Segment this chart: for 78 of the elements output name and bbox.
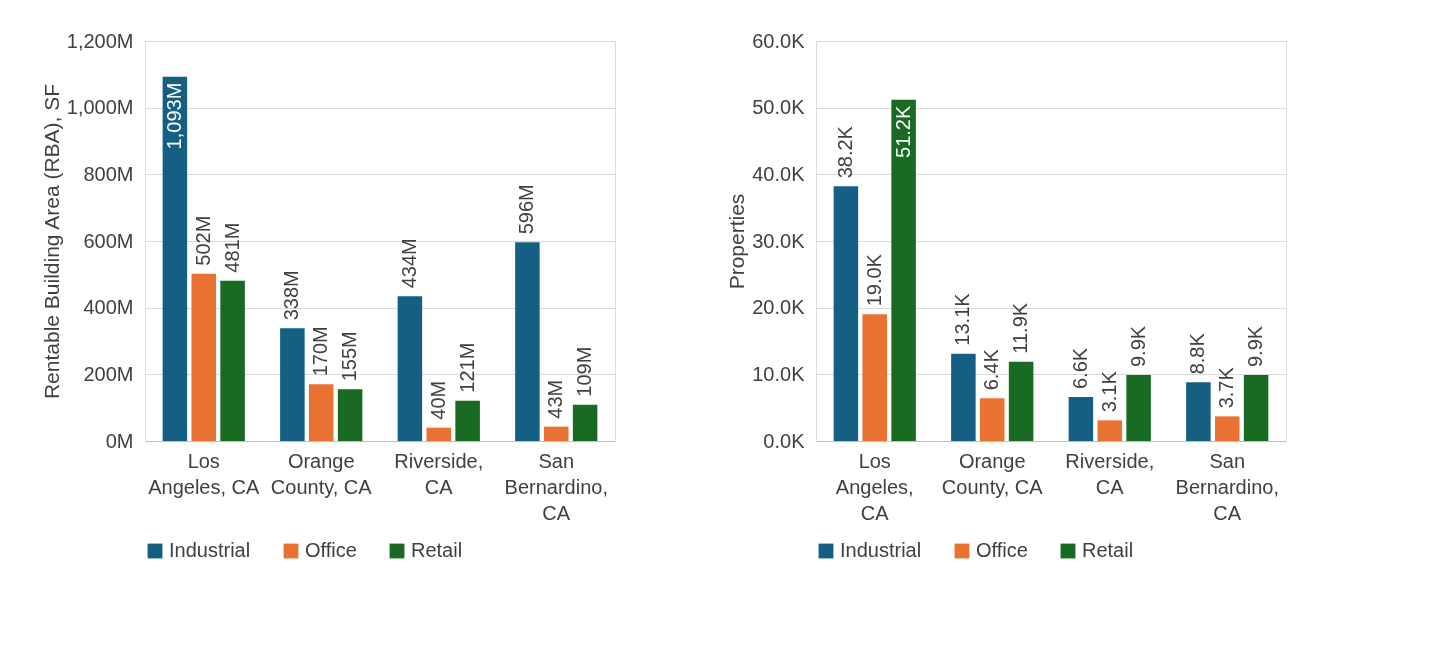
bar	[572, 404, 598, 441]
bar	[1097, 420, 1123, 441]
data-label: 502M	[191, 215, 214, 266]
y-axis-title: Properties	[725, 193, 749, 290]
y-tick-label: 10.0K	[752, 362, 806, 385]
x-tick-label: Riverside, CA	[394, 449, 484, 498]
data-label: 109M	[573, 346, 596, 397]
legend-label: Retail	[411, 539, 463, 561]
bar	[191, 273, 217, 441]
data-label: 338M	[280, 270, 303, 321]
bar	[862, 314, 888, 441]
legend-label: Industrial	[840, 539, 922, 561]
x-tick-label: Orange County, CA	[941, 449, 1044, 498]
data-label: 9.9K	[1244, 325, 1267, 367]
bar	[1126, 375, 1151, 441]
y-tick-label: 50.0K	[752, 96, 806, 119]
y-tick-label: 40.0K	[752, 162, 806, 185]
data-label: 1,093M	[162, 82, 185, 150]
data-label: 11.9K	[1009, 302, 1032, 354]
data-label: 43M	[544, 379, 567, 419]
data-label: 9.9K	[1126, 325, 1149, 367]
y-tick-label: 0M	[105, 429, 134, 452]
bar	[397, 296, 423, 441]
data-label: 6.6K	[1068, 347, 1091, 389]
bar	[1214, 416, 1240, 441]
bar	[280, 328, 305, 441]
x-tick-label: San Bernardino, CA	[1175, 449, 1279, 524]
data-label: 170M	[309, 326, 332, 377]
data-label: 434M	[397, 238, 420, 289]
data-label: 3.1K	[1097, 370, 1120, 413]
bar	[1243, 375, 1269, 441]
bar	[951, 353, 976, 441]
y-tick-label: 200M	[83, 362, 134, 385]
data-label: 6.4K	[980, 348, 1003, 391]
x-tick-label: Los Angeles, CA	[148, 449, 260, 498]
x-tick-label: Los Angeles, CA	[835, 449, 914, 524]
data-label: 19.0K	[862, 253, 885, 307]
bar	[1186, 382, 1211, 441]
x-tick-label: Orange County, CA	[270, 449, 373, 498]
bar	[979, 398, 1005, 441]
y-tick-label: 60.0K	[752, 29, 806, 52]
bar	[162, 76, 188, 441]
y-tick-label: 600M	[83, 229, 134, 252]
bar	[1008, 361, 1034, 441]
x-tick-label: San Bernardino, CA	[504, 449, 608, 524]
bar	[833, 186, 859, 441]
y-tick-label: 800M	[83, 162, 134, 185]
y-tick-label: 30.0K	[752, 229, 806, 252]
y-tick-label: 0.0K	[763, 429, 806, 452]
y-tick-label: 20.0K	[752, 296, 806, 319]
bar	[426, 427, 452, 441]
y-tick-label: 400M	[83, 296, 134, 319]
legend-label: Office	[976, 539, 1028, 561]
data-label: 121M	[455, 342, 478, 393]
bar	[455, 400, 480, 441]
bar	[1068, 397, 1094, 441]
data-label: 3.7K	[1215, 366, 1238, 409]
bar	[220, 280, 245, 441]
data-label: 40M	[426, 380, 449, 420]
x-tick-label: Riverside, CA	[1065, 449, 1155, 498]
data-label: 51.2K	[891, 105, 914, 158]
bar	[543, 426, 569, 441]
data-label: 481M	[220, 222, 243, 273]
data-label: 155M	[338, 331, 361, 382]
bar	[515, 242, 540, 441]
bar	[308, 384, 334, 441]
y-tick-label: 1,200M	[66, 29, 134, 52]
data-label: 8.8K	[1186, 332, 1209, 375]
y-axis-title: Rentable Building Area (RBA), SF	[39, 83, 63, 400]
legend-label: Retail	[1082, 539, 1134, 561]
data-label: 38.2K	[833, 125, 856, 179]
legend-label: Industrial	[169, 539, 251, 561]
bar	[337, 389, 363, 441]
data-label: 13.1K	[951, 292, 974, 346]
bar	[891, 99, 916, 441]
legend-label: Office	[305, 539, 357, 561]
data-label: 596M	[515, 184, 538, 235]
y-tick-label: 1,000M	[66, 96, 134, 119]
